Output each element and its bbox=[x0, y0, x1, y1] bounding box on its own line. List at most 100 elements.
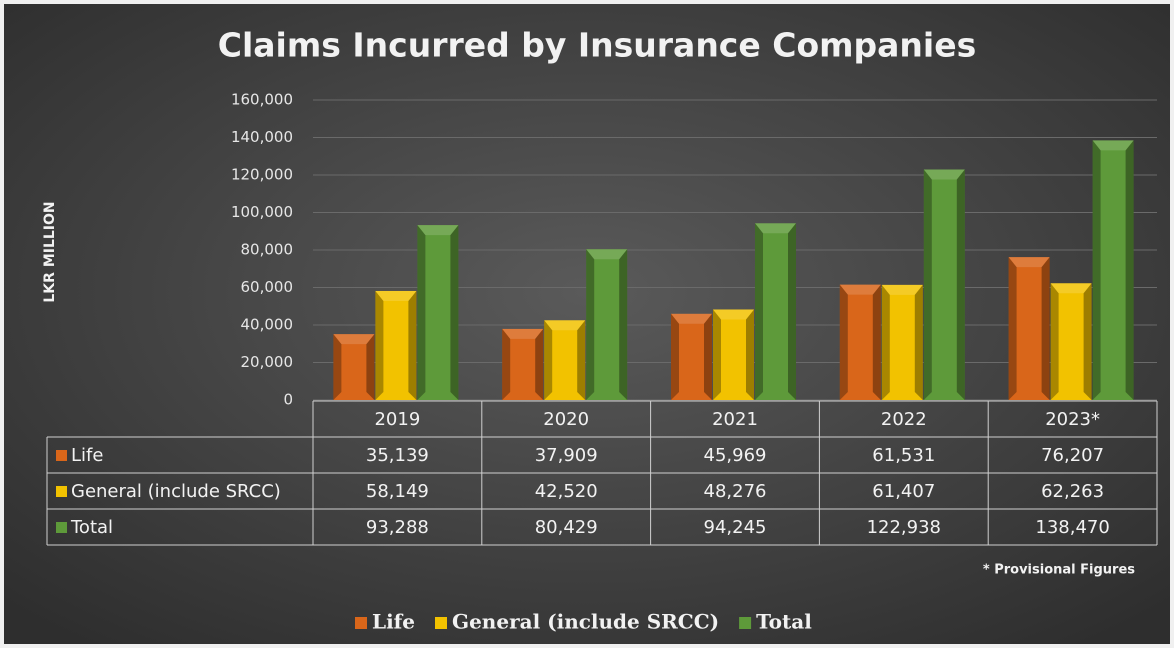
bar-shade bbox=[755, 223, 796, 234]
bar-shade bbox=[1125, 140, 1134, 400]
legend-key bbox=[355, 617, 367, 629]
bar-shade bbox=[586, 249, 595, 400]
bar-shade bbox=[671, 313, 712, 324]
bar-shade bbox=[872, 284, 881, 400]
bar bbox=[1092, 140, 1134, 400]
bar-shade bbox=[619, 249, 628, 400]
legend-key bbox=[435, 617, 447, 629]
bar-shade bbox=[1083, 283, 1092, 400]
table-value: 42,520 bbox=[535, 481, 598, 502]
bar-shade bbox=[502, 328, 544, 339]
bar-shade bbox=[1092, 140, 1101, 400]
bar-shade bbox=[408, 290, 417, 400]
bar-shade bbox=[1008, 257, 1017, 400]
x-tick-label: 2020 bbox=[543, 409, 589, 430]
bar-shade bbox=[375, 290, 384, 400]
annotation: * Provisional Figures bbox=[983, 563, 1135, 578]
y-tick-label: 0 bbox=[283, 391, 293, 409]
bar-shade bbox=[746, 309, 754, 400]
bar-shade bbox=[881, 284, 890, 400]
bar bbox=[839, 284, 881, 400]
bar-shade bbox=[704, 313, 712, 400]
bar bbox=[1050, 283, 1092, 400]
bar-shade bbox=[417, 225, 426, 400]
table-value: 122,938 bbox=[867, 517, 941, 538]
table-value: 76,207 bbox=[1041, 445, 1104, 466]
table-value: 61,531 bbox=[872, 445, 935, 466]
table-value: 35,139 bbox=[366, 445, 429, 466]
bar-shade bbox=[544, 320, 586, 331]
legend-label: General (include SRCC) bbox=[71, 481, 281, 502]
bar-shade bbox=[1041, 257, 1050, 400]
table-value: 48,276 bbox=[704, 481, 767, 502]
bar-shade bbox=[839, 284, 881, 295]
bar-shade bbox=[923, 169, 965, 180]
bar bbox=[333, 334, 375, 400]
legend-label: Total bbox=[756, 610, 812, 634]
y-tick-label: 80,000 bbox=[241, 241, 294, 259]
bar-shade bbox=[535, 328, 544, 400]
y-tick-label: 120,000 bbox=[231, 166, 293, 184]
y-tick-label: 140,000 bbox=[231, 128, 293, 146]
bar-shade bbox=[366, 334, 375, 400]
bar-shade bbox=[586, 249, 628, 260]
bar-shade bbox=[502, 328, 511, 400]
y-tick-label: 20,000 bbox=[241, 353, 294, 371]
bar-shade bbox=[417, 225, 459, 236]
bar-shade bbox=[1008, 257, 1050, 268]
legend-label: General (include SRCC) bbox=[452, 610, 719, 634]
bar bbox=[671, 313, 712, 400]
legend-key bbox=[739, 617, 752, 629]
bar-shade bbox=[333, 334, 342, 400]
legend-label: Life bbox=[71, 445, 103, 466]
bar-shade bbox=[333, 334, 375, 345]
y-axis-label: LKR MILLION bbox=[42, 201, 58, 302]
bar-shade bbox=[544, 320, 553, 400]
table-value: 94,245 bbox=[704, 517, 767, 538]
table-value: 93,288 bbox=[366, 517, 429, 538]
bar bbox=[502, 328, 544, 400]
legend-key bbox=[56, 522, 67, 533]
bar bbox=[417, 225, 459, 400]
bar bbox=[755, 223, 796, 400]
y-tick-label: 160,000 bbox=[231, 91, 293, 109]
x-tick-label: 2023* bbox=[1045, 409, 1100, 430]
bar bbox=[881, 284, 923, 400]
bar bbox=[586, 249, 628, 400]
legend-key bbox=[56, 486, 67, 497]
bar-shade bbox=[1092, 140, 1134, 151]
y-tick-label: 40,000 bbox=[241, 316, 294, 334]
bar bbox=[713, 309, 754, 400]
table-value: 45,969 bbox=[704, 445, 767, 466]
bar bbox=[923, 169, 965, 400]
bar-shade bbox=[788, 223, 796, 400]
bar-shade bbox=[671, 313, 679, 400]
bar-shade bbox=[713, 309, 754, 320]
bar-shade bbox=[914, 284, 923, 400]
y-tick-label: 60,000 bbox=[241, 278, 294, 296]
bar bbox=[1008, 257, 1050, 400]
bar-shade bbox=[956, 169, 965, 400]
x-tick-label: 2019 bbox=[374, 409, 420, 430]
bar-shade bbox=[450, 225, 459, 400]
table-value: 80,429 bbox=[535, 517, 598, 538]
bar-shade bbox=[755, 223, 763, 400]
table-value: 61,407 bbox=[872, 481, 935, 502]
table-value: 138,470 bbox=[1035, 517, 1109, 538]
bar bbox=[375, 290, 417, 400]
bar-shade bbox=[713, 309, 721, 400]
y-tick-label: 100,000 bbox=[231, 203, 293, 221]
bar-shade bbox=[923, 169, 932, 400]
bar-shade bbox=[1050, 283, 1092, 294]
bar-shade bbox=[839, 284, 848, 400]
table-value: 37,909 bbox=[535, 445, 598, 466]
legend-key bbox=[56, 450, 67, 461]
legend-label: Life bbox=[372, 610, 415, 634]
bar-shade bbox=[1050, 283, 1059, 400]
table-value: 58,149 bbox=[366, 481, 429, 502]
x-tick-label: 2021 bbox=[712, 409, 758, 430]
bar-shade bbox=[881, 284, 923, 295]
bar-shade bbox=[577, 320, 586, 400]
